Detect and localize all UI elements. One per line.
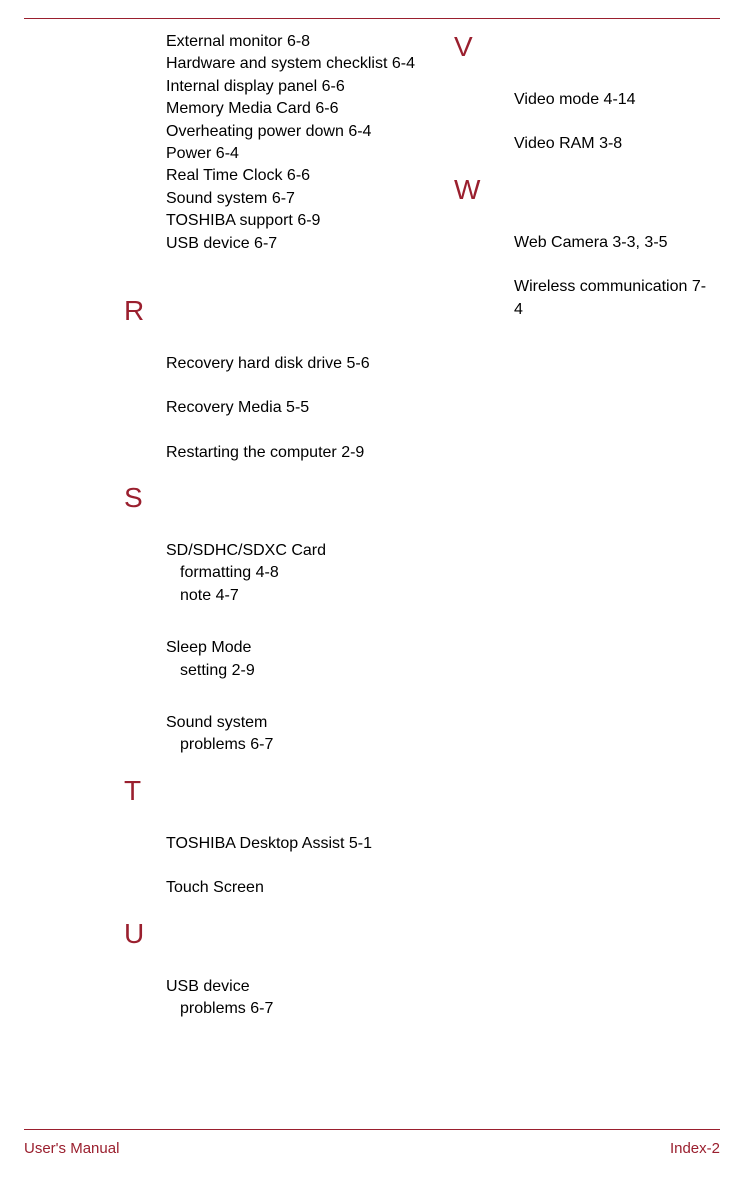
index-entry: Video RAM 3-8 xyxy=(514,133,712,155)
index-entry-group: Sleep Mode setting 2-9 xyxy=(124,637,446,682)
index-entry: External monitor 6-8 xyxy=(166,31,446,53)
index-subentry: problems 6-7 xyxy=(166,998,446,1020)
page-footer: User's Manual Index-2 xyxy=(24,1129,720,1157)
index-entry-group: TOSHIBA Desktop Assist 5-1 xyxy=(124,833,446,855)
index-entry-group: Video RAM 3-8 xyxy=(454,133,712,155)
index-entry: Touch Screen xyxy=(166,877,446,899)
index-entry: Wireless communication 7-4 xyxy=(514,276,712,321)
index-entry: USB device 6-7 xyxy=(166,233,446,255)
index-entry: Web Camera 3-3, 3-5 xyxy=(514,232,712,254)
index-entry-group: Recovery Media 5-5 xyxy=(124,397,446,419)
section-letter-v: V xyxy=(454,31,712,63)
right-column: V Video mode 4-14 Video RAM 3-8 W Web Ca… xyxy=(454,29,720,1127)
page: External monitor 6-8 Hardware and system… xyxy=(0,0,744,1179)
index-entry: Sound system 6-7 xyxy=(166,188,446,210)
initial-entries: External monitor 6-8 Hardware and system… xyxy=(124,31,446,255)
index-subentry: note 4-7 xyxy=(166,585,446,607)
index-subentry: setting 2-9 xyxy=(166,660,446,682)
index-entry: Overheating power down 6-4 xyxy=(166,121,446,143)
index-entry: Sleep Mode xyxy=(166,637,446,659)
index-entry-group: Recovery hard disk drive 5-6 xyxy=(124,353,446,375)
top-rule xyxy=(24,18,720,19)
index-entry: Internal display panel 6-6 xyxy=(166,76,446,98)
index-entry: Real Time Clock 6-6 xyxy=(166,165,446,187)
index-entry: Power 6-4 xyxy=(166,143,446,165)
section-letter-u: U xyxy=(124,918,446,950)
index-entry-group: SD/SDHC/SDXC Card formatting 4-8 note 4-… xyxy=(124,540,446,607)
index-entry: Hardware and system checklist 6-4 xyxy=(166,53,446,75)
index-entry-group: Wireless communication 7-4 xyxy=(454,276,712,321)
index-entry-group: Video mode 4-14 xyxy=(454,89,712,111)
index-entry: Memory Media Card 6-6 xyxy=(166,98,446,120)
index-entry: Recovery Media 5-5 xyxy=(166,397,446,419)
index-entry: SD/SDHC/SDXC Card xyxy=(166,540,446,562)
section-letter-t: T xyxy=(124,775,446,807)
left-column: External monitor 6-8 Hardware and system… xyxy=(124,29,454,1127)
footer-right: Index-2 xyxy=(670,1140,720,1157)
index-entry: Sound system xyxy=(166,712,446,734)
index-entry: TOSHIBA support 6-9 xyxy=(166,210,446,232)
index-entry: Restarting the computer 2-9 xyxy=(166,442,446,464)
index-entry-group: USB device problems 6-7 xyxy=(124,976,446,1021)
index-subentry: problems 6-7 xyxy=(166,734,446,756)
index-entry: TOSHIBA Desktop Assist 5-1 xyxy=(166,833,446,855)
footer-left: User's Manual xyxy=(24,1140,119,1157)
index-entry: Recovery hard disk drive 5-6 xyxy=(166,353,446,375)
index-entry-group: Restarting the computer 2-9 xyxy=(124,442,446,464)
index-entry: Video mode 4-14 xyxy=(514,89,712,111)
section-letter-w: W xyxy=(454,174,712,206)
index-subentry: formatting 4-8 xyxy=(166,562,446,584)
section-letter-s: S xyxy=(124,482,446,514)
index-entry-group: Web Camera 3-3, 3-5 xyxy=(454,232,712,254)
index-content: External monitor 6-8 Hardware and system… xyxy=(24,29,720,1127)
index-entry-group: Touch Screen xyxy=(124,877,446,899)
index-entry: USB device xyxy=(166,976,446,998)
section-letter-r: R xyxy=(124,295,446,327)
index-entry-group: Sound system problems 6-7 xyxy=(124,712,446,757)
